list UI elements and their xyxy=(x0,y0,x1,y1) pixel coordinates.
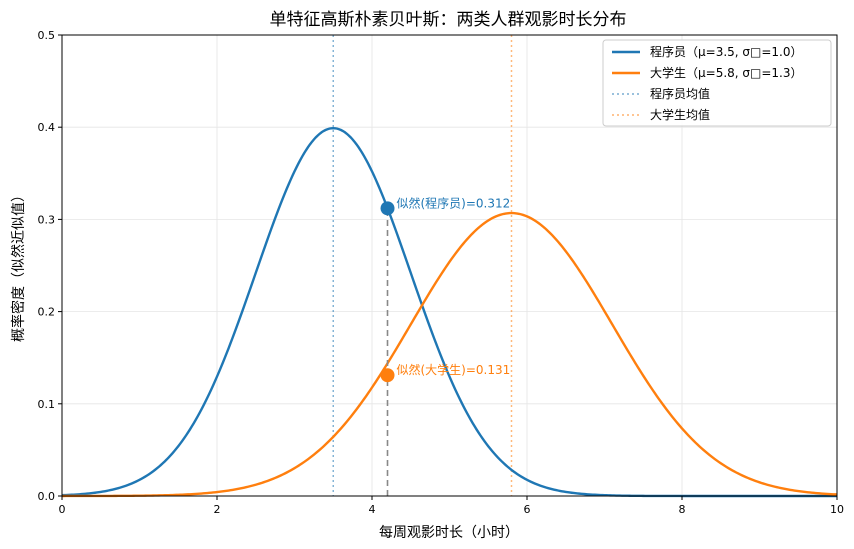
x-tick-label: 0 xyxy=(59,503,66,516)
legend-label-2: 程序员均值 xyxy=(650,86,710,101)
likelihood-label-0: 似然(程序员)=0.312 xyxy=(397,195,511,210)
legend-label-1: 大学生（μ=5.8, σ□=1.3） xyxy=(650,65,803,80)
legend-box xyxy=(602,39,832,127)
legend: 程序员（μ=3.5, σ□=1.0） 大学生（μ=5.8, σ□=1.3） 程序员均… xyxy=(602,39,832,127)
y-tick-label: 0.3 xyxy=(38,213,56,226)
y-axis-label: 概率密度（似然近似值） xyxy=(10,188,27,342)
x-tick-label: 8 xyxy=(679,503,686,516)
legend-label-3: 大学生均值 xyxy=(650,107,710,122)
x-tick-label: 6 xyxy=(524,503,531,516)
likelihood-point-0 xyxy=(380,201,395,216)
y-tick-label: 0.5 xyxy=(38,29,56,42)
plot-area: 似然(程序员)=0.312 似然(大学生)=0.131 xyxy=(61,35,838,498)
series-line-1 xyxy=(62,211,838,498)
likelihood-point-1 xyxy=(380,368,395,383)
plot-frame xyxy=(61,34,838,497)
likelihood-label-1: 似然(大学生)=0.131 xyxy=(397,362,511,377)
x-axis-label: 每周观影时长（小时） xyxy=(379,525,519,541)
y-tick-label: 0.0 xyxy=(38,490,56,503)
chart-title: 单特征高斯朴素贝叶斯：两类人群观影时长分布 xyxy=(270,10,627,30)
y-tick-label: 0.4 xyxy=(38,121,56,134)
legend-label-0: 程序员（μ=3.5, σ□=1.0） xyxy=(650,44,803,59)
ticks: 0 2 4 6 8 10 0.0 0.1 0.2 0.3 0.4 0.5 xyxy=(38,29,845,516)
y-tick-label: 0.2 xyxy=(38,306,56,319)
x-tick-label: 4 xyxy=(369,503,376,516)
x-tick-label: 2 xyxy=(214,503,221,516)
y-tick-label: 0.1 xyxy=(38,398,56,411)
x-tick-label: 10 xyxy=(830,503,844,516)
